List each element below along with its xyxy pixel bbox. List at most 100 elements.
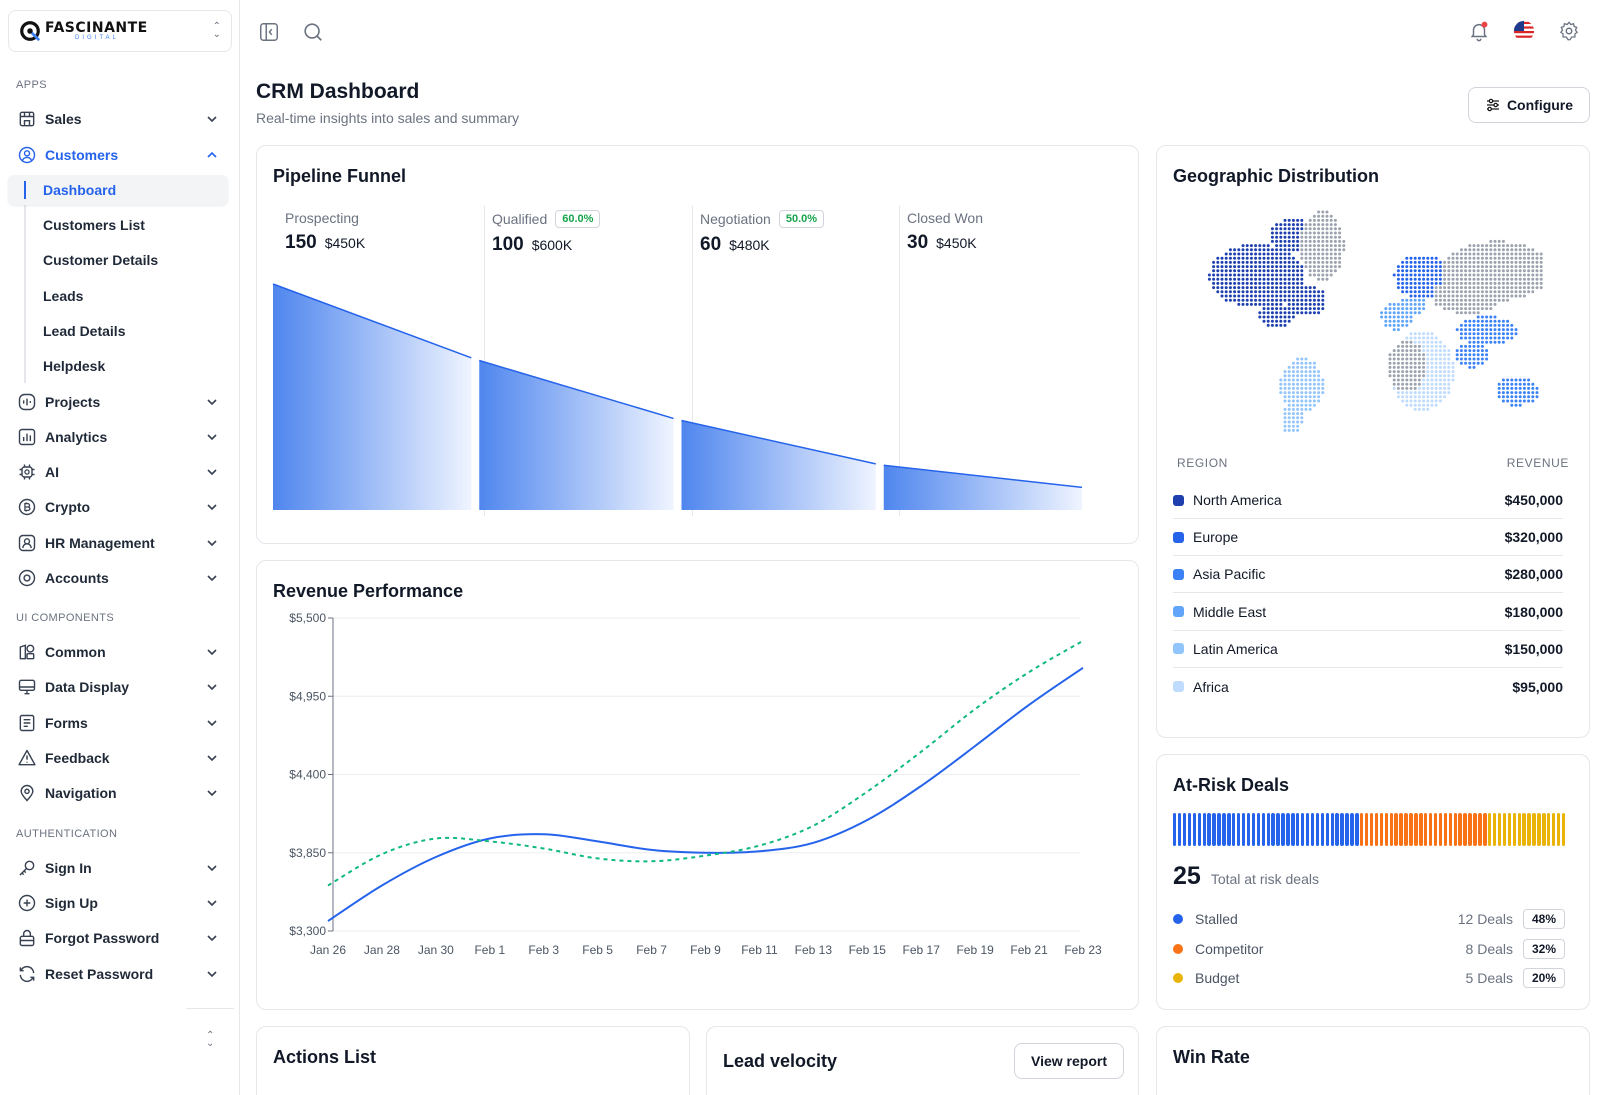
configure-button[interactable]: Configure [1468, 87, 1590, 123]
configure-label: Configure [1506, 97, 1574, 113]
shapes-icon [17, 642, 37, 662]
risk-bar-segment [1532, 813, 1536, 846]
nav-item-crypto[interactable]: Crypto [8, 492, 232, 522]
user-circle-icon [17, 145, 37, 165]
risk-bar-segment [1507, 813, 1512, 846]
nav-item-sign-up[interactable]: Sign Up [8, 888, 232, 918]
region-color-swatch [1173, 606, 1184, 618]
risk-bar-segment [1369, 813, 1374, 846]
risk-bar-segment [1325, 813, 1329, 846]
nav-item-projects[interactable]: Projects [8, 387, 232, 417]
nav-item-ai[interactable]: AI [8, 457, 232, 487]
sidebar-toggle-icon[interactable] [258, 21, 280, 43]
risk-bar-segment [1266, 813, 1270, 846]
nav-item-accounts[interactable]: Accounts [8, 563, 232, 593]
world-map [1207, 210, 1543, 432]
region-name: Asia Pacific [1193, 566, 1266, 583]
nav-item-navigation[interactable]: Navigation [8, 778, 232, 808]
nav-item-hr-management[interactable]: HR Management [8, 528, 232, 558]
risk-bar-segment [1399, 813, 1403, 846]
funnel-stage: Prospecting 150 $450K [285, 210, 365, 254]
risk-total-label: Total at risk deals [1210, 871, 1319, 887]
geographic-card: Geographic Distribution REGION REVENUE N… [1156, 145, 1590, 738]
search-icon[interactable] [302, 21, 324, 43]
risk-bar-segment [1527, 813, 1531, 846]
bell-icon[interactable] [1468, 20, 1490, 42]
us-flag-icon[interactable] [1513, 20, 1535, 42]
nav-item-sign-in[interactable]: Sign In [8, 853, 232, 883]
stage-amount: $450K [324, 235, 366, 251]
region-name: Europe [1193, 529, 1239, 546]
risk-bar-segment [1310, 813, 1315, 846]
submenu-item-customer-details[interactable]: Customer Details [43, 252, 159, 268]
risk-bar-segment [1335, 813, 1339, 846]
nav-item-customers[interactable]: Customers [8, 140, 232, 170]
risk-bar-segment [1384, 813, 1389, 846]
risk-deal-count: 8 Deals [1465, 940, 1513, 957]
risk-total-number: 25 [1173, 862, 1201, 890]
submenu-item-leads[interactable]: Leads [43, 288, 84, 304]
actions-list-card: Actions List [256, 1026, 690, 1095]
y-tick-label: $4,400 [289, 768, 326, 782]
funnel-stage: Closed Won 30 $450K [907, 210, 983, 254]
workspace-switcher[interactable]: FASCINANTE DIGITAL ⌃ ⌄ [8, 10, 232, 52]
risk-bar-segment [1364, 813, 1369, 846]
risk-bar-segment [1458, 813, 1462, 846]
risk-color-dot [1173, 943, 1183, 954]
risk-bar-segment [1517, 813, 1521, 846]
stage-divider [899, 206, 900, 516]
activity-square-icon [17, 392, 37, 412]
risk-deal-count: 12 Deals [1457, 911, 1513, 927]
risk-category-row: Competitor 8 Deals 32% [1173, 937, 1565, 961]
stage-count: 150 [285, 232, 317, 253]
risk-deal-count: 5 Deals [1465, 970, 1513, 986]
nav-item-sales[interactable]: Sales [8, 104, 232, 134]
region-revenue: $180,000 [1504, 603, 1563, 620]
risk-bar-segment [1276, 813, 1280, 846]
chip-icon [17, 462, 37, 482]
risk-bar-segment [1424, 813, 1428, 846]
risk-bar-segment [1300, 813, 1305, 846]
risk-bar-segment [1202, 813, 1206, 846]
user-menu-toggle-icon[interactable]: ⌃ ⌄ [206, 1030, 215, 1049]
nav-label: Data Display [45, 679, 130, 695]
submenu-item-dashboard[interactable]: Dashboard [8, 175, 228, 205]
y-tick-label: $4,950 [289, 689, 326, 703]
nav-item-forms[interactable]: Forms [8, 708, 232, 738]
submenu-item-helpdesk[interactable]: Helpdesk [43, 358, 106, 374]
risk-bar-segment [1488, 813, 1492, 846]
sidebar: FASCINANTE DIGITAL ⌃ ⌄ APPS Sales Customer… [0, 0, 240, 1095]
settings-gear-icon[interactable] [1558, 20, 1580, 42]
risk-bar-segment [1182, 813, 1187, 846]
nav-label: AI [45, 464, 59, 480]
x-tick-label: Feb 3 [528, 943, 559, 957]
risk-bar-segment [1443, 813, 1448, 846]
risk-bar-segment [1271, 813, 1275, 846]
risk-bar-segment [1281, 813, 1285, 846]
submenu-line [24, 175, 26, 383]
brand-logo: FASCINANTE DIGITAL [19, 20, 148, 42]
risk-bar-segment [1207, 813, 1211, 846]
view-report-button[interactable]: View report [1014, 1043, 1124, 1079]
nav-item-feedback[interactable]: Feedback [8, 743, 232, 773]
risk-bar-segment [1404, 813, 1408, 846]
lead-velocity-title: Lead velocity [723, 1051, 838, 1071]
actions-title: Actions List [273, 1047, 377, 1067]
x-tick-label: Feb 19 [956, 943, 994, 957]
nav-label: Accounts [45, 570, 109, 586]
nav-item-forgot-password[interactable]: Forgot Password [8, 923, 232, 953]
risk-bar-segment [1187, 813, 1192, 846]
submenu-item-lead-details[interactable]: Lead Details [43, 323, 126, 339]
funnel-edge [681, 419, 876, 465]
nav-item-common[interactable]: Common [8, 637, 232, 667]
risk-bar-segment [1256, 813, 1261, 846]
nav-item-reset-password[interactable]: Reset Password [8, 959, 232, 989]
nav-item-data-display[interactable]: Data Display [8, 672, 232, 702]
x-tick-label: Feb 9 [690, 943, 721, 957]
submenu-item-customers-list[interactable]: Customers List [43, 217, 145, 233]
nav-item-analytics[interactable]: Analytics [8, 422, 232, 452]
nav-label: Reset Password [45, 966, 154, 982]
risk-bar-segment [1502, 813, 1507, 846]
region-revenue: $150,000 [1504, 640, 1563, 657]
risk-bar-segment [1468, 813, 1472, 846]
